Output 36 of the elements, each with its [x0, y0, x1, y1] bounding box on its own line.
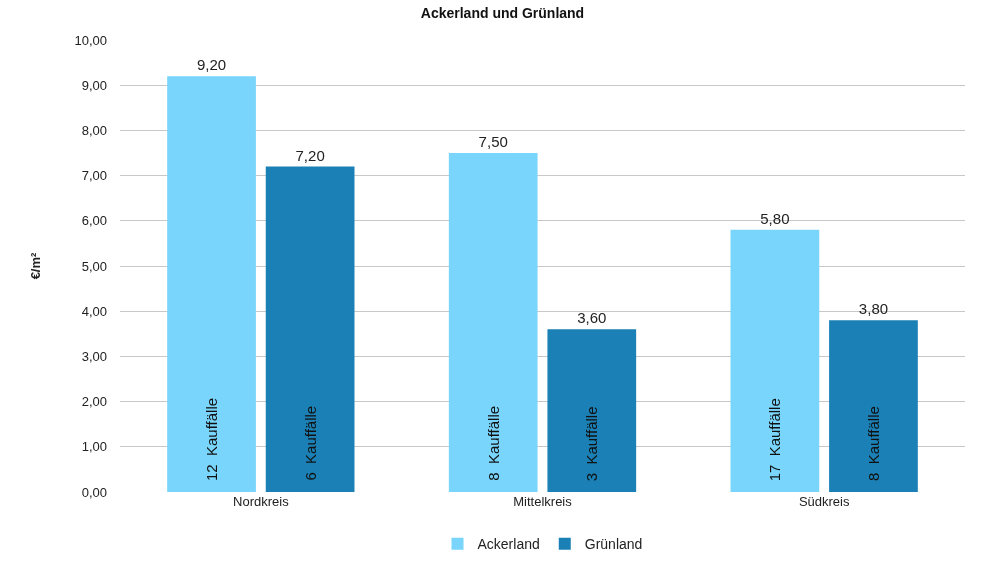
- chart-title: Ackerland und Grünland: [420, 5, 585, 22]
- y-tick-label: 7,00: [81, 168, 107, 184]
- data-label: 7,20: [295, 146, 325, 164]
- x-tick-label: Mittelkreis: [513, 494, 573, 509]
- x-tick-label: Nordkreis: [233, 494, 290, 509]
- y-axis-title: €/m²: [28, 251, 44, 280]
- legend-label: Ackerland: [477, 536, 540, 553]
- y-tick-label: 5,00: [81, 258, 107, 274]
- bar: [829, 320, 918, 492]
- bar: [730, 229, 820, 492]
- y-tick-label: 9,00: [81, 77, 107, 93]
- annotation: 12 Kauffälle: [203, 397, 221, 481]
- bar: [265, 166, 355, 492]
- bar: [167, 76, 256, 492]
- bar: [547, 329, 637, 492]
- annotation: 8 Kauffälle: [865, 406, 882, 481]
- data-label: 3,60: [577, 309, 607, 327]
- data-label: 3,80: [858, 300, 889, 318]
- y-tick-label: 2,00: [81, 394, 107, 410]
- data-label: 9,20: [196, 56, 227, 74]
- annotation: 6 Kauffälle: [301, 405, 319, 481]
- data-label: 5,80: [760, 209, 790, 227]
- bar: [448, 153, 538, 492]
- annotation: 3 Kauffälle: [583, 406, 601, 482]
- y-tick-label: 10,00: [74, 32, 107, 48]
- y-tick-label: 3,00: [81, 348, 107, 364]
- y-tick-label: 1,00: [81, 439, 107, 455]
- y-tick-label: 4,00: [81, 303, 107, 319]
- y-tick-label: 8,00: [81, 122, 107, 138]
- y-tick-label: 0,00: [81, 484, 107, 500]
- annotation: 8 Kauffälle: [484, 405, 502, 481]
- y-tick-label: 6,00: [81, 213, 107, 229]
- legend-label: Grünland: [584, 536, 643, 553]
- data-label: 7,50: [478, 133, 508, 150]
- x-tick-label: Südkreis: [798, 494, 850, 509]
- annotation: 17 Kauffälle: [766, 398, 784, 482]
